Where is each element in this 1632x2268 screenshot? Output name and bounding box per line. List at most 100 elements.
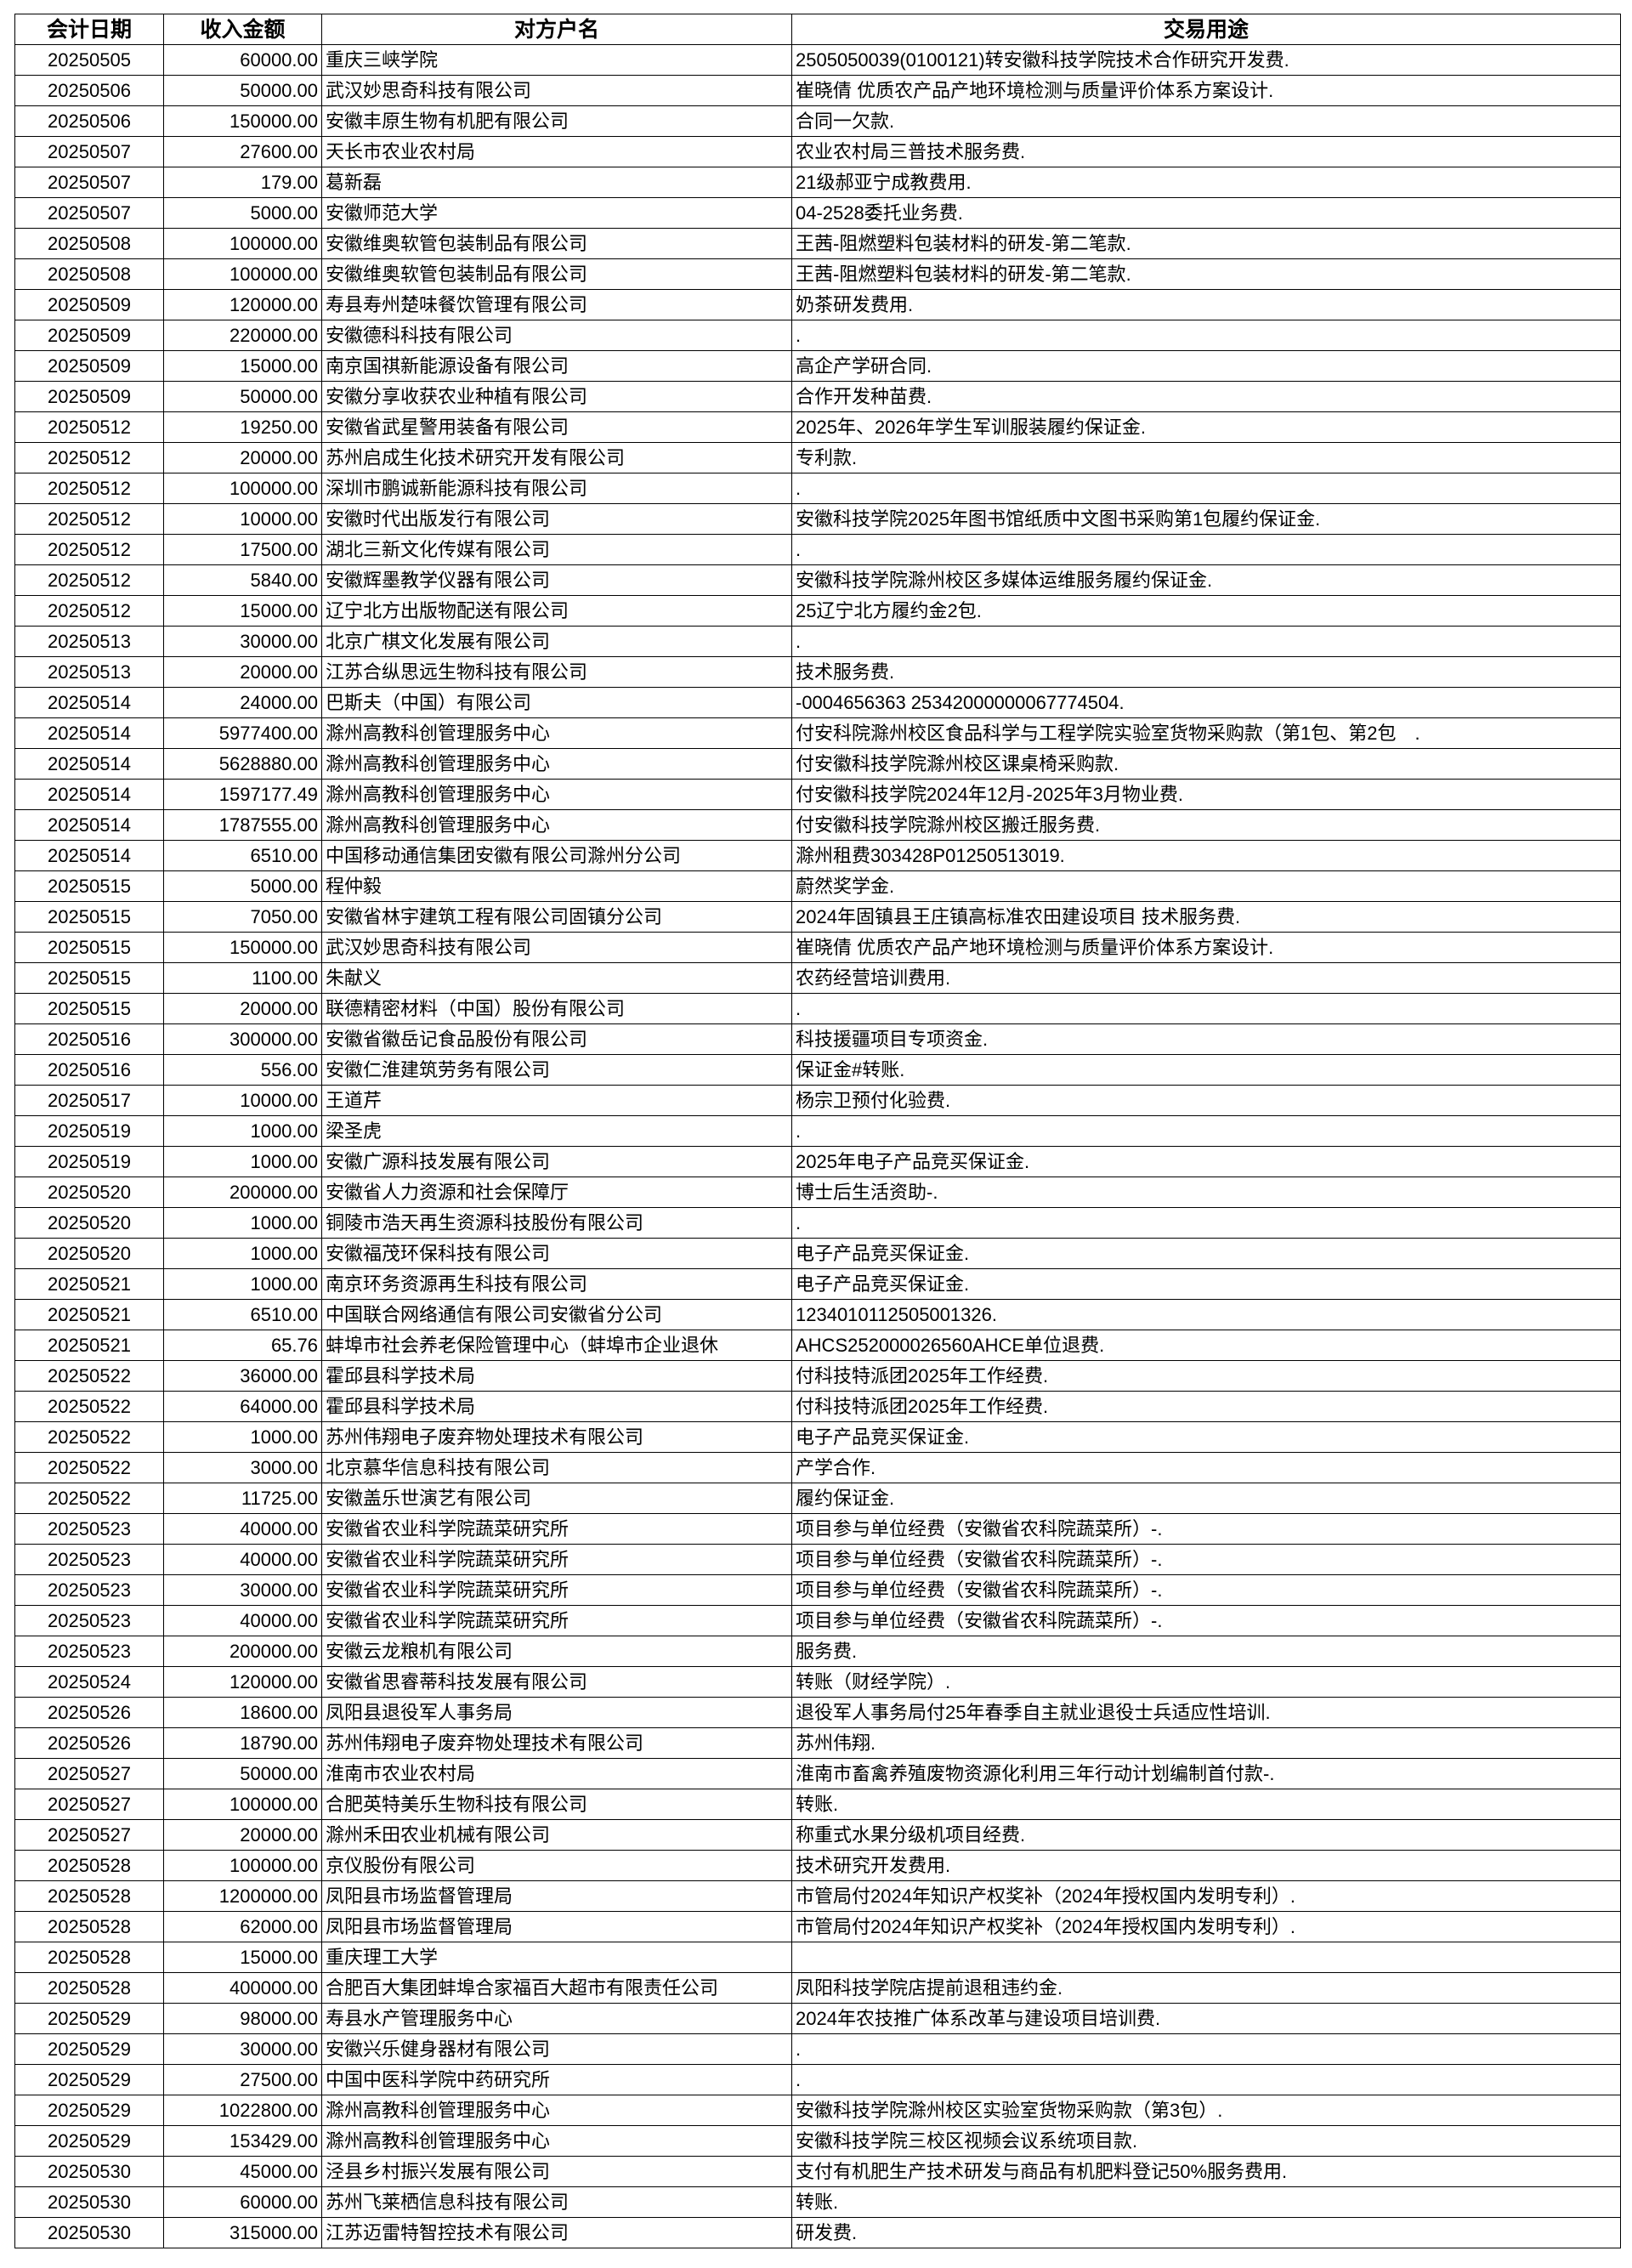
purpose-cell: 转账. [791, 1789, 1621, 1820]
date-cell: 20250527 [14, 1789, 164, 1820]
date-cell: 20250508 [14, 228, 164, 259]
amount-cell: 1000.00 [163, 1115, 322, 1147]
amount-cell: 556.00 [163, 1054, 322, 1086]
date-cell: 20250512 [14, 473, 164, 504]
purpose-cell: 电子产品竞买保证金. [791, 1238, 1621, 1269]
purpose-cell: 保证金#转账. [791, 1054, 1621, 1086]
account-name-cell: 天长市农业农村局 [321, 136, 792, 167]
table-body: 20250505 60000.00 重庆三峡学院 2505050039(0100121… [14, 44, 1621, 2248]
purpose-cell: 项目参与单位经费（安徽省农科院蔬菜所）-. [791, 1544, 1621, 1575]
account-name-cell: 葛新磊 [321, 167, 792, 198]
purpose-cell: 博士后生活资助-. [791, 1177, 1621, 1208]
amount-cell: 64000.00 [163, 1391, 322, 1422]
account-name-cell: 合肥百大集团蚌埠合家福百大超市有限责任公司 [321, 1972, 792, 2004]
table-row: 20250509 15000.00 南京国祺新能源设备有限公司 高企产学研合同. [14, 350, 1621, 382]
account-name-cell: 王道芹 [321, 1085, 792, 1116]
purpose-cell: . [791, 626, 1621, 657]
account-name-cell: 泾县乡村振兴发展有限公司 [321, 2156, 792, 2187]
date-cell: 20250529 [14, 2095, 164, 2126]
account-name-cell: 安徽省农业科学院蔬菜研究所 [321, 1574, 792, 1606]
account-name-cell: 安徽省农业科学院蔬菜研究所 [321, 1605, 792, 1636]
purpose-cell: . [791, 534, 1621, 565]
purpose-cell: 农药经营培训费用. [791, 962, 1621, 994]
amount-cell: 400000.00 [163, 1972, 322, 2004]
purpose-cell: 研发费. [791, 2217, 1621, 2248]
purpose-cell: 付安徽科技学院2024年12月-2025年3月物业费. [791, 779, 1621, 810]
purpose-cell: 安徽科技学院滁州校区实验室货物采购款（第3包）. [791, 2095, 1621, 2126]
amount-cell: 100000.00 [163, 258, 322, 290]
table-row: 20250513 30000.00 北京广棋文化发展有限公司. [14, 626, 1621, 657]
table-row: 20250514 5628880.00 滁州高教科创管理服务中心 付安徽科技学院滁州校… [14, 748, 1621, 780]
table-row: 20250515 150000.00 武汉妙思奇科技有限公司 崔晓倩 优质农产品产地环… [14, 932, 1621, 963]
amount-cell: 98000.00 [163, 2003, 322, 2034]
account-name-cell: 安徽省武星警用装备有限公司 [321, 411, 792, 443]
account-name-cell: 滁州高教科创管理服务中心 [321, 809, 792, 841]
amount-cell: 315000.00 [163, 2217, 322, 2248]
amount-cell: 7050.00 [163, 901, 322, 933]
table-row: 20250522 11725.00 安徽盖乐世演艺有限公司 履约保证金. [14, 1483, 1621, 1514]
date-cell: 20250519 [14, 1146, 164, 1177]
purpose-cell: 凤阳科技学院店提前退租违约金. [791, 1972, 1621, 2004]
date-cell: 20250516 [14, 1023, 164, 1055]
date-cell: 20250522 [14, 1421, 164, 1453]
amount-cell: 1200000.00 [163, 1880, 322, 1912]
amount-cell: 100000.00 [163, 473, 322, 504]
amount-cell: 62000.00 [163, 1911, 322, 1942]
date-cell: 20250519 [14, 1115, 164, 1147]
date-cell: 20250512 [14, 503, 164, 535]
account-name-cell: 梁圣虎 [321, 1115, 792, 1147]
date-cell: 20250509 [14, 289, 164, 320]
date-cell: 20250527 [14, 1819, 164, 1851]
purpose-cell: 市管局付2024年知识产权奖补（2024年授权国内发明专利）. [791, 1880, 1621, 1912]
date-cell: 20250512 [14, 442, 164, 473]
purpose-cell: 转账（财经学院）. [791, 1666, 1621, 1698]
purpose-cell: 科技援疆项目专项资金. [791, 1023, 1621, 1055]
purpose-cell: 专利款. [791, 442, 1621, 473]
purpose-cell: . [791, 1115, 1621, 1147]
amount-cell: 150000.00 [163, 105, 322, 137]
table-row: 20250521 6510.00 中国联合网络通信有限公司安徽省分公司 1234010… [14, 1299, 1621, 1330]
purpose-cell: 2024年固镇县王庄镇高标准农田建设项目 技术服务费. [791, 901, 1621, 933]
table-row: 20250514 5977400.00 滁州高教科创管理服务中心 付安科院滁州校区食品… [14, 717, 1621, 749]
amount-cell: 50000.00 [163, 381, 322, 412]
table-row: 20250522 3000.00 北京慕华信息科技有限公司 产学合作. [14, 1452, 1621, 1483]
table-row: 20250529 153429.00 滁州高教科创管理服务中心 安徽科技学院三校区视频… [14, 2125, 1621, 2157]
table-row: 20250530 60000.00 苏州飞莱栖信息科技有限公司 转账. [14, 2186, 1621, 2218]
account-name-cell: 淮南市农业农村局 [321, 1758, 792, 1789]
amount-cell: 153429.00 [163, 2125, 322, 2157]
table-row: 20250516 300000.00 安徽省徽岳记食品股份有限公司 科技援疆项目专项资… [14, 1023, 1621, 1055]
table-row: 20250529 98000.00 寿县水产管理服务中心 2024年农技推广体系改革与… [14, 2003, 1621, 2034]
amount-cell: 5840.00 [163, 564, 322, 596]
purpose-cell: 苏州伟翔. [791, 1727, 1621, 1759]
date-cell: 20250523 [14, 1544, 164, 1575]
amount-cell: 15000.00 [163, 595, 322, 627]
date-cell: 20250529 [14, 2033, 164, 2065]
date-cell: 20250515 [14, 962, 164, 994]
purpose-cell: 合同一欠款. [791, 105, 1621, 137]
date-cell: 20250523 [14, 1605, 164, 1636]
date-cell: 20250514 [14, 748, 164, 780]
income-table: 会计日期 收入金额 对方户名 交易用途 20250505 60000.00 重庆三峡学院 2… [14, 14, 1621, 2248]
amount-cell: 30000.00 [163, 2033, 322, 2065]
header-cell: 会计日期 [14, 14, 164, 45]
table-row: 20250512 100000.00 深圳市鹏诚新能源科技有限公司. [14, 473, 1621, 504]
account-name-cell: 安徽兴乐健身器材有限公司 [321, 2033, 792, 2065]
account-name-cell: 凤阳县市场监督管理局 [321, 1880, 792, 1912]
amount-cell: 40000.00 [163, 1513, 322, 1545]
purpose-cell: 称重式水果分级机项目经费. [791, 1819, 1621, 1851]
purpose-cell: . [791, 320, 1621, 351]
amount-cell: 1597177.49 [163, 779, 322, 810]
date-cell: 20250520 [14, 1177, 164, 1208]
amount-cell: 1000.00 [163, 1238, 322, 1269]
account-name-cell: 苏州飞莱栖信息科技有限公司 [321, 2186, 792, 2218]
account-name-cell: 湖北三新文化传媒有限公司 [321, 534, 792, 565]
date-cell: 20250528 [14, 1880, 164, 1912]
date-cell: 20250513 [14, 656, 164, 688]
amount-cell: 20000.00 [163, 993, 322, 1024]
date-cell: 20250529 [14, 2003, 164, 2034]
date-cell: 20250514 [14, 809, 164, 841]
date-cell: 20250521 [14, 1299, 164, 1330]
date-cell: 20250507 [14, 197, 164, 229]
table-row: 20250512 5840.00 安徽辉墨教学仪器有限公司 安徽科技学院滁州校区多媒体… [14, 564, 1621, 596]
